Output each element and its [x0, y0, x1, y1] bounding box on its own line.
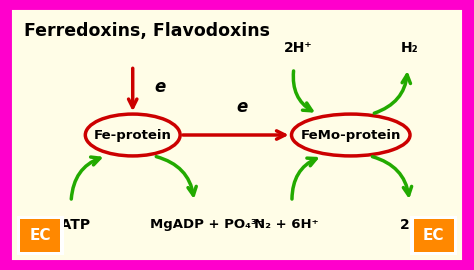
FancyBboxPatch shape	[410, 216, 457, 255]
FancyBboxPatch shape	[17, 216, 64, 255]
Text: EC: EC	[423, 228, 445, 243]
Ellipse shape	[292, 114, 410, 156]
Text: Fe-protein: Fe-protein	[94, 129, 172, 141]
Text: MgADP + PO₄³⁻: MgADP + PO₄³⁻	[150, 218, 264, 231]
Text: EC: EC	[29, 228, 51, 243]
Text: H₂: H₂	[401, 41, 419, 55]
Text: e: e	[154, 78, 165, 96]
Text: e: e	[236, 98, 247, 116]
FancyBboxPatch shape	[20, 219, 60, 252]
Text: Ferredoxins, Flavodoxins: Ferredoxins, Flavodoxins	[24, 22, 270, 40]
Ellipse shape	[85, 114, 180, 156]
Text: MgATP: MgATP	[38, 218, 91, 232]
Text: 2NH₃: 2NH₃	[400, 218, 438, 232]
Text: FeMo-protein: FeMo-protein	[301, 129, 401, 141]
FancyBboxPatch shape	[414, 219, 454, 252]
Text: 2H⁺: 2H⁺	[284, 41, 313, 55]
Text: N₂ + 6H⁺: N₂ + 6H⁺	[254, 218, 319, 231]
